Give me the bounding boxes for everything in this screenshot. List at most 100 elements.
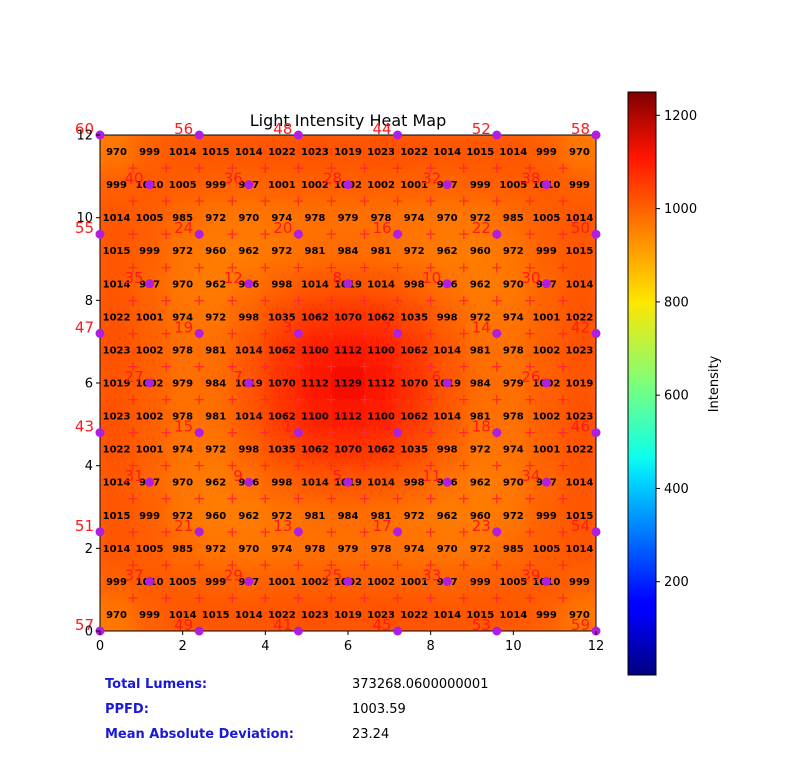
emitter-label: 40 bbox=[125, 170, 144, 188]
emitter-label: 5 bbox=[332, 467, 342, 485]
cell-value-label: 978 bbox=[172, 412, 193, 423]
heatmap-cell bbox=[232, 432, 266, 467]
measurement-marker: + bbox=[226, 556, 239, 574]
cell-value-label: 1001 bbox=[136, 312, 164, 323]
heatmap-cell bbox=[562, 135, 596, 169]
cell-value-label: 1062 bbox=[268, 412, 296, 423]
cell-value-label: 1015 bbox=[103, 246, 131, 257]
measurement-marker: + bbox=[424, 192, 437, 210]
cell-value-label: 1112 bbox=[334, 412, 362, 423]
cell-value-label: 1014 bbox=[301, 478, 329, 489]
measurement-marker: + bbox=[358, 324, 371, 342]
emitter-point bbox=[194, 428, 204, 438]
y-tick-label: 4 bbox=[85, 459, 93, 474]
measurement-marker: + bbox=[424, 258, 437, 276]
heatmap-cell bbox=[298, 333, 332, 367]
heatmap-cell bbox=[133, 399, 167, 434]
cell-value-label: 1070 bbox=[400, 379, 428, 390]
heatmap-cell bbox=[100, 234, 134, 268]
measurement-marker: + bbox=[557, 192, 570, 210]
measurement-marker: + bbox=[457, 523, 470, 541]
measurement-marker: + bbox=[325, 324, 338, 342]
measurement-marker: + bbox=[325, 291, 338, 309]
measurement-marker: + bbox=[226, 291, 239, 309]
cell-value-label: 1112 bbox=[367, 379, 395, 390]
heatmap-cell bbox=[199, 267, 233, 301]
cell-value-label: 1062 bbox=[400, 345, 428, 356]
heatmap-cell bbox=[562, 399, 596, 434]
emitter-label: 4 bbox=[382, 418, 392, 436]
heatmap-cell bbox=[496, 201, 531, 235]
emitter-point bbox=[95, 428, 105, 438]
emitter-point bbox=[293, 130, 303, 140]
colorbar-tick-label: 800 bbox=[664, 295, 689, 310]
heatmap-cell bbox=[265, 168, 299, 202]
heatmap-cell bbox=[298, 432, 332, 467]
heatmap-cell bbox=[430, 432, 465, 467]
heatmap-cell bbox=[331, 135, 366, 169]
measurement-marker: + bbox=[193, 159, 206, 177]
cell-value-label: 970 bbox=[172, 478, 193, 489]
measurement-marker: + bbox=[391, 291, 404, 309]
emitter-label: 42 bbox=[571, 318, 590, 336]
cell-value-label: 1014 bbox=[301, 279, 329, 290]
measurement-marker: + bbox=[160, 523, 173, 541]
measurement-marker: + bbox=[524, 357, 537, 375]
heatmap-cell bbox=[298, 201, 332, 235]
heatmap-cell bbox=[430, 201, 465, 235]
cell-value-label: 998 bbox=[238, 445, 259, 456]
heatmap-cells bbox=[100, 135, 596, 631]
cell-value-label: 1002 bbox=[532, 345, 560, 356]
heatmap-cell bbox=[430, 597, 465, 631]
cell-value-label: 998 bbox=[404, 279, 425, 290]
emitter-label: 39 bbox=[521, 566, 540, 584]
cell-value-label: 1014 bbox=[235, 412, 263, 423]
emitter-point bbox=[591, 527, 601, 537]
measurement-marker: + bbox=[557, 225, 570, 243]
heatmap-cell bbox=[430, 399, 465, 434]
heatmap-cell bbox=[331, 201, 366, 235]
cell-value-label: 970 bbox=[569, 147, 590, 158]
heatmap-cell bbox=[166, 234, 200, 268]
cell-value-label: 1005 bbox=[532, 544, 560, 555]
measurement-marker: + bbox=[259, 523, 272, 541]
heatmap-area bbox=[99, 134, 597, 632]
heatmap-cell bbox=[133, 201, 167, 235]
cell-value-label: 1023 bbox=[367, 610, 395, 621]
cell-value-label: 1022 bbox=[566, 312, 594, 323]
cell-value-label: 970 bbox=[437, 544, 458, 555]
measurement-marker: + bbox=[160, 357, 173, 375]
cell-value-label: 1129 bbox=[334, 379, 362, 390]
cell-value-label: 974 bbox=[172, 445, 193, 456]
colorbar-tick-label: 400 bbox=[664, 482, 689, 497]
emitter-point bbox=[492, 130, 502, 140]
emitter-point bbox=[145, 576, 155, 586]
measurement-marker: + bbox=[226, 391, 239, 409]
measurement-marker: + bbox=[457, 225, 470, 243]
emitter-label: 7 bbox=[233, 368, 243, 386]
measurement-marker: + bbox=[424, 523, 437, 541]
heatmap-cell bbox=[331, 399, 366, 434]
heatmap-cell bbox=[364, 597, 399, 631]
cell-value-label: 962 bbox=[205, 279, 226, 290]
heatmap-cell bbox=[397, 432, 432, 467]
measurement-marker: + bbox=[557, 523, 570, 541]
measurement-marker: + bbox=[160, 192, 173, 210]
cell-value-label: 972 bbox=[470, 544, 491, 555]
heatmap-cell bbox=[298, 168, 332, 202]
heatmap-cell bbox=[133, 498, 167, 533]
emitter-label: 20 bbox=[273, 219, 292, 237]
cell-value-label: 981 bbox=[205, 412, 226, 423]
measurement-marker: + bbox=[292, 258, 305, 276]
measurement-marker: + bbox=[424, 225, 437, 243]
cell-value-label: 1015 bbox=[202, 147, 230, 158]
cell-value-label: 1022 bbox=[103, 312, 131, 323]
emitter-point bbox=[293, 428, 303, 438]
emitter-label: 19 bbox=[174, 318, 193, 336]
measurement-marker: + bbox=[524, 291, 537, 309]
measurement-marker: + bbox=[524, 556, 537, 574]
cell-value-label: 962 bbox=[437, 246, 458, 257]
measurement-marker: + bbox=[259, 391, 272, 409]
cell-value-label: 1022 bbox=[268, 147, 296, 158]
